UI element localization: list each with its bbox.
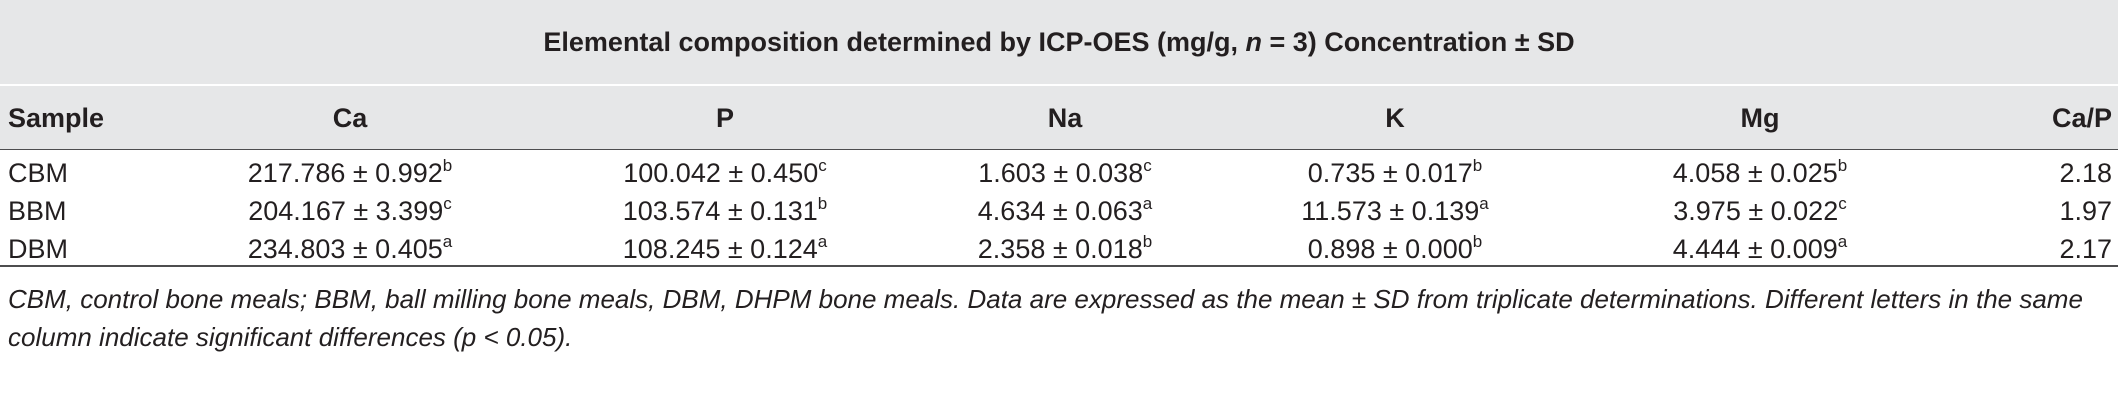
column-header-row: Sample Ca P Na K Mg Ca/P: [0, 86, 2118, 150]
spanner-heading-n: n: [1245, 27, 1263, 57]
header-divider-rule: [0, 149, 2118, 150]
spanner-heading-text-end: = 3) Concentration ± SD: [1262, 27, 1575, 57]
significance-letter: a: [1142, 193, 1153, 213]
table-row: CBM 217.786 ± 0.992b 100.042 ± 0.450c 1.…: [0, 150, 2118, 192]
cell-k: 11.573 ± 0.139a: [1301, 193, 1489, 226]
cell-mg: 4.444 ± 0.009a: [1672, 231, 1848, 264]
significance-letter: a: [1837, 231, 1848, 251]
cell-ca: 204.167 ± 3.399c: [248, 193, 452, 226]
significance-letter: c: [1143, 155, 1152, 175]
significance-letter: b: [442, 155, 453, 175]
cell-sample: CBM: [8, 157, 68, 188]
cell-sample: DBM: [8, 233, 68, 264]
spanner-heading-text: Elemental composition determined by ICP-…: [543, 27, 1246, 57]
cell-p: 108.245 ± 0.124a: [622, 231, 828, 264]
cell-ca-p: 1.97: [2059, 195, 2112, 226]
cell-k: 0.735 ± 0.017b: [1307, 155, 1483, 188]
spanner-heading: Elemental composition determined by ICP-…: [0, 20, 2118, 64]
cell-na: 1.603 ± 0.038c: [978, 155, 1152, 188]
cell-mg: 3.975 ± 0.022c: [1673, 193, 1847, 226]
cell-p: 103.574 ± 0.131b: [622, 193, 828, 226]
cell-ca-p: 2.18: [2059, 157, 2112, 188]
column-header-mg: Mg: [1740, 102, 1780, 133]
column-header-sample: Sample: [8, 102, 105, 133]
column-header-ca: Ca: [332, 102, 368, 133]
significance-letter: b: [1142, 231, 1153, 251]
cell-ca: 217.786 ± 0.992b: [247, 155, 453, 188]
significance-letter: c: [1838, 193, 1847, 213]
table-row: DBM 234.803 ± 0.405a 108.245 ± 0.124a 2.…: [0, 230, 2118, 268]
cell-na: 2.358 ± 0.018b: [977, 231, 1153, 264]
column-header-na: Na: [1047, 102, 1083, 133]
cell-na: 4.634 ± 0.063a: [977, 193, 1153, 226]
significance-letter: b: [1472, 155, 1483, 175]
significance-letter: b: [1472, 231, 1483, 251]
column-header-band: [0, 86, 2118, 150]
cell-sample: BBM: [8, 195, 67, 226]
significance-letter: b: [817, 193, 828, 213]
spanner-header-band: [0, 0, 2118, 84]
significance-letter: a: [817, 231, 828, 251]
table-row: BBM 204.167 ± 3.399c 103.574 ± 0.131b 4.…: [0, 192, 2118, 230]
column-header-p: P: [715, 102, 734, 133]
column-header-ca-p: Ca/P: [2051, 102, 2112, 133]
column-header-k: K: [1385, 102, 1405, 133]
cell-mg: 4.058 ± 0.025b: [1672, 155, 1848, 188]
cell-ca-p: 2.17: [2059, 233, 2112, 264]
cell-p: 100.042 ± 0.450c: [623, 155, 827, 188]
table-bottom-rule: [0, 265, 2118, 267]
cell-k: 0.898 ± 0.000b: [1307, 231, 1483, 264]
table-footnote: CBM, control bone meals; BBM, ball milli…: [8, 284, 2083, 352]
cell-ca: 234.803 ± 0.405a: [247, 231, 453, 264]
significance-letter: c: [443, 193, 452, 213]
significance-letter: c: [818, 155, 827, 175]
significance-letter: a: [1479, 193, 1489, 213]
significance-letter: b: [1837, 155, 1848, 175]
significance-letter: a: [442, 231, 453, 251]
elemental-composition-table: Sample Ca P Na K Mg Ca/P CBM 217.786 ± 0…: [0, 86, 2118, 268]
